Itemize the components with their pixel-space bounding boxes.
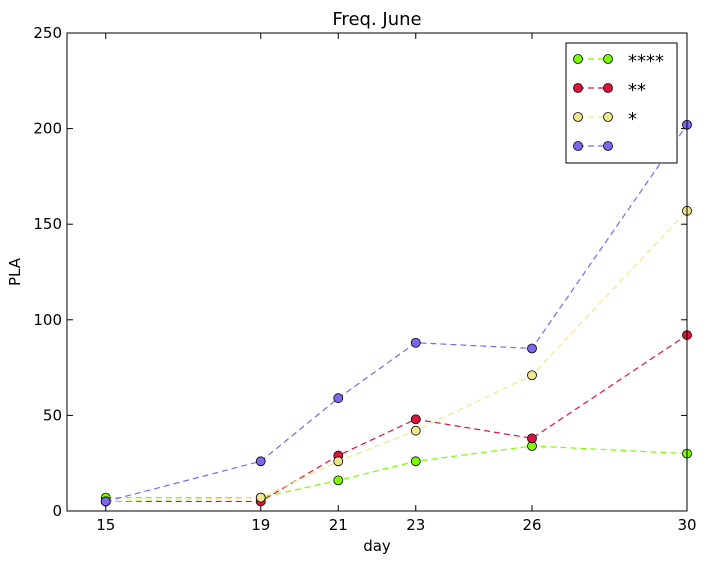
data-point (410, 456, 421, 467)
legend-marker (573, 83, 583, 93)
y-tick-label: 50 (43, 406, 62, 424)
x-tick-label: 23 (406, 516, 425, 534)
legend-marker (603, 141, 613, 151)
y-axis-label: PLA (6, 257, 24, 286)
data-point (527, 370, 537, 381)
data-point (527, 433, 537, 444)
chart-title: Freq. June (332, 9, 421, 30)
y-tick-label: 100 (33, 311, 62, 329)
legend-frame (565, 42, 678, 164)
data-point (527, 343, 537, 354)
data-point (255, 456, 266, 467)
x-tick-label: 21 (329, 516, 348, 534)
x-tick-label: 30 (677, 516, 696, 534)
x-tick-label: 15 (96, 516, 115, 534)
legend-marker (603, 112, 613, 122)
y-tick-label: 250 (33, 24, 62, 42)
legend-marker (603, 83, 613, 93)
legend-label: **** (628, 51, 664, 72)
legend-label: * (628, 109, 637, 130)
x-tick-label: 19 (251, 516, 270, 534)
legend-marker (573, 141, 583, 151)
data-point (410, 337, 421, 348)
plot-frame (66, 32, 688, 512)
data-point (255, 492, 266, 503)
y-tick-label: 0 (52, 502, 62, 520)
series-line (105, 124, 688, 503)
y-tick-label: 200 (33, 120, 62, 138)
series-line (105, 445, 688, 499)
legend-marker (573, 112, 583, 122)
x-tick-label: 26 (522, 516, 541, 534)
data-point (100, 496, 111, 507)
series-line (105, 334, 688, 503)
legend-label: ** (628, 80, 646, 101)
series-line (105, 210, 688, 503)
data-point (333, 393, 344, 404)
legend-marker (603, 54, 613, 64)
data-point (333, 475, 344, 486)
data-point (410, 414, 421, 425)
data-point (333, 456, 344, 467)
x-axis-label: day (363, 537, 391, 555)
y-tick-label: 150 (33, 215, 62, 233)
data-point (410, 425, 421, 436)
legend-marker (573, 54, 583, 64)
legend: ******* (565, 42, 678, 164)
